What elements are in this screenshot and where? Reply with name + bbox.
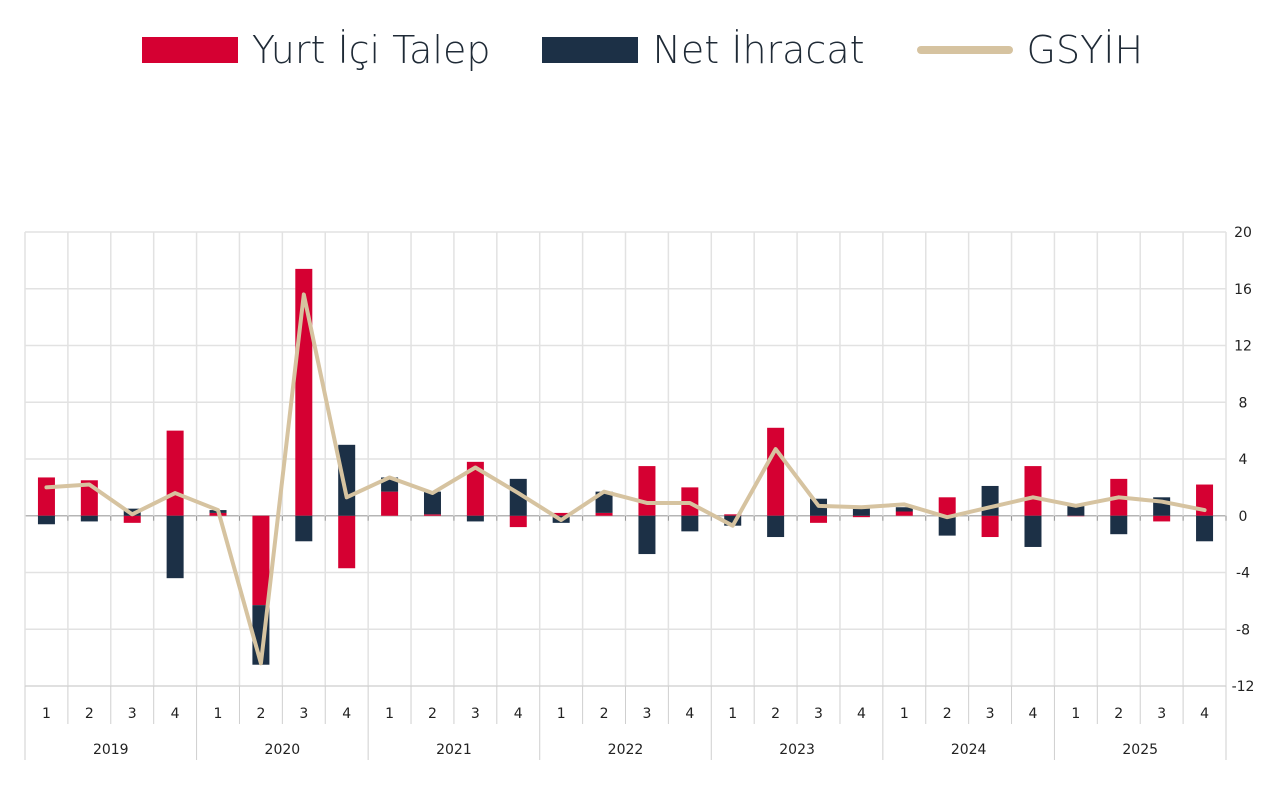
bar-yurt-ici-talep [724, 514, 742, 516]
legend-item: Yurt İçi Talep [141, 28, 491, 72]
x-tick-label: 3 [128, 706, 137, 722]
x-tick-label: 3 [299, 706, 308, 722]
x-tick-label: 2 [256, 706, 265, 722]
x-tick-label: 3 [986, 706, 995, 722]
year-label: 2023 [779, 742, 815, 758]
x-tick-label: 2 [428, 706, 437, 722]
legend-swatch [542, 37, 639, 63]
x-tick-label: 3 [814, 706, 823, 722]
bar-net-ihracat [1024, 515, 1042, 547]
y-tick-label: 12 [1234, 339, 1252, 355]
bar-yurt-ici-talep [166, 430, 184, 516]
bar-net-ihracat [37, 515, 55, 525]
bar-yurt-ici-talep [123, 515, 141, 523]
year-label: 2021 [436, 742, 472, 758]
legend-label: Net İhracat [652, 28, 865, 72]
bar-net-ihracat [509, 478, 527, 516]
bar-yurt-ici-talep [37, 477, 55, 516]
bar-net-ihracat [895, 507, 913, 512]
x-tick-label: 4 [685, 706, 694, 722]
legend-swatch [141, 37, 238, 63]
bar-yurt-ici-talep [638, 466, 656, 516]
bar-yurt-ici-talep [338, 515, 356, 569]
x-tick-label: 4 [857, 706, 866, 722]
bar-yurt-ici-talep [810, 515, 828, 523]
bar-yurt-ici-talep [1024, 466, 1042, 516]
legend-label: GSYİH [1026, 28, 1144, 72]
y-tick-label: -8 [1236, 622, 1250, 638]
x-tick-label: 4 [514, 706, 523, 722]
bar-net-ihracat [295, 515, 313, 542]
x-tick-label: 1 [557, 706, 566, 722]
y-tick-label: 20 [1234, 225, 1252, 241]
x-tick-label: 3 [471, 706, 480, 722]
bar-net-ihracat [852, 507, 870, 516]
bar-net-ihracat [166, 515, 184, 579]
bar-net-ihracat [1196, 515, 1214, 542]
bar-yurt-ici-talep [1153, 515, 1171, 522]
bar-yurt-ici-talep [852, 515, 870, 518]
legend-item: Net İhracat [542, 28, 865, 72]
x-tick-label: 1 [900, 706, 909, 722]
bar-yurt-ici-talep [767, 427, 785, 516]
bar-net-ihracat [1110, 515, 1128, 535]
bar-net-ihracat [80, 515, 98, 522]
y-tick-label: 8 [1239, 395, 1248, 411]
bar-net-ihracat [681, 515, 699, 532]
line-gsyih [44, 292, 1207, 666]
bar-net-ihracat [638, 515, 656, 555]
legend: Yurt İçi Talep Net İhracat GSYİH [0, 28, 1285, 72]
bar-net-ihracat [1067, 505, 1085, 516]
x-tick-label: 4 [342, 706, 351, 722]
bar-net-ihracat [724, 515, 742, 526]
bar-yurt-ici-talep [381, 491, 399, 516]
x-tick-label: 1 [1071, 706, 1080, 722]
year-label: 2022 [608, 742, 644, 758]
bar-yurt-ici-talep [252, 515, 270, 606]
bar-net-ihracat [466, 515, 484, 522]
x-tick-label: 1 [42, 706, 51, 722]
y-tick-label: -12 [1232, 679, 1255, 695]
bar-yurt-ici-talep [938, 497, 956, 516]
bar-net-ihracat [981, 485, 999, 516]
y-tick-label: 0 [1239, 509, 1248, 525]
bar-net-ihracat [767, 515, 785, 538]
x-tick-label: 3 [1157, 706, 1166, 722]
bar-yurt-ici-talep [595, 512, 613, 516]
bar-yurt-ici-talep [895, 511, 913, 516]
year-label: 2020 [265, 742, 301, 758]
legend-item: GSYİH [916, 28, 1144, 72]
y-tick-label: 16 [1234, 282, 1252, 298]
x-tick-label: 2 [600, 706, 609, 722]
y-tick-label: -4 [1236, 566, 1250, 582]
legend-label: Yurt İçi Talep [251, 28, 491, 72]
bar-yurt-ici-talep [509, 515, 527, 528]
bar-yurt-ici-talep [423, 514, 441, 516]
bar-yurt-ici-talep [552, 512, 570, 516]
x-tick-label: 2 [771, 706, 780, 722]
x-tick-label: 4 [171, 706, 180, 722]
bar-yurt-ici-talep [466, 461, 484, 516]
bar-yurt-ici-talep [1067, 515, 1085, 517]
bar-net-ihracat [338, 444, 356, 516]
bar-net-ihracat [423, 491, 441, 515]
bar-net-ihracat [595, 491, 613, 513]
x-tick-label: 1 [214, 706, 223, 722]
x-tick-label: 2 [943, 706, 952, 722]
x-tick-label: 1 [385, 706, 394, 722]
legend-swatch [916, 46, 1013, 54]
x-tick-label: 3 [642, 706, 651, 722]
x-tick-label: 1 [728, 706, 737, 722]
y-tick-label: 4 [1239, 452, 1248, 468]
bar-net-ihracat [938, 515, 956, 536]
x-tick-label: 2 [1114, 706, 1123, 722]
bar-yurt-ici-talep [981, 515, 999, 538]
year-label: 2019 [93, 742, 129, 758]
year-label: 2024 [951, 742, 987, 758]
x-tick-label: 4 [1029, 706, 1038, 722]
year-label: 2025 [1122, 742, 1158, 758]
x-tick-label: 4 [1200, 706, 1209, 722]
x-tick-label: 2 [85, 706, 94, 722]
